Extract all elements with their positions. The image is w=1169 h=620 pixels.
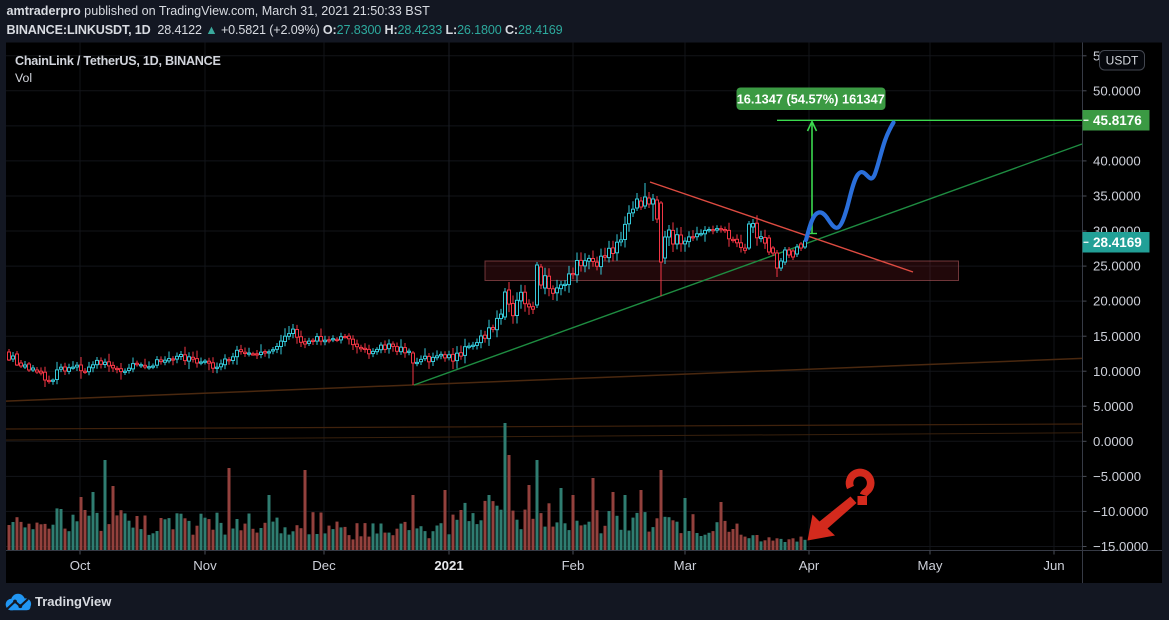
svg-text:5.0000: 5.0000 (1093, 399, 1133, 414)
svg-text:2021: 2021 (434, 558, 463, 573)
svg-text:Feb: Feb (562, 558, 585, 573)
svg-text:May: May (918, 558, 943, 573)
svg-text:40.0000: 40.0000 (1093, 154, 1141, 169)
svg-text:50.0000: 50.0000 (1093, 83, 1141, 98)
svg-text:25.0000: 25.0000 (1093, 259, 1141, 274)
svg-text:Nov: Nov (193, 558, 217, 573)
svg-text:0.0000: 0.0000 (1093, 434, 1133, 449)
svg-text:28.4169: 28.4169 (1093, 235, 1142, 250)
svg-text:USDT: USDT (1106, 53, 1139, 67)
svg-text:Dec: Dec (312, 558, 336, 573)
svg-text:10.0000: 10.0000 (1093, 364, 1141, 379)
svg-text:45.8176: 45.8176 (1093, 113, 1142, 128)
svg-text:35.0000: 35.0000 (1093, 189, 1141, 204)
svg-text:Apr: Apr (799, 558, 820, 573)
svg-text:Mar: Mar (674, 558, 697, 573)
svg-text:Jun: Jun (1043, 558, 1064, 573)
svg-text:16.1347 (54.57%) 161347: 16.1347 (54.57%) 161347 (737, 92, 885, 107)
svg-text:−5.0000: −5.0000 (1093, 469, 1141, 484)
svg-text:−10.0000: −10.0000 (1093, 504, 1148, 519)
svg-text:20.0000: 20.0000 (1093, 294, 1141, 309)
svg-text:Oct: Oct (70, 558, 91, 573)
svg-text:15.0000: 15.0000 (1093, 329, 1141, 344)
svg-text:−15.0000: −15.0000 (1093, 539, 1148, 554)
